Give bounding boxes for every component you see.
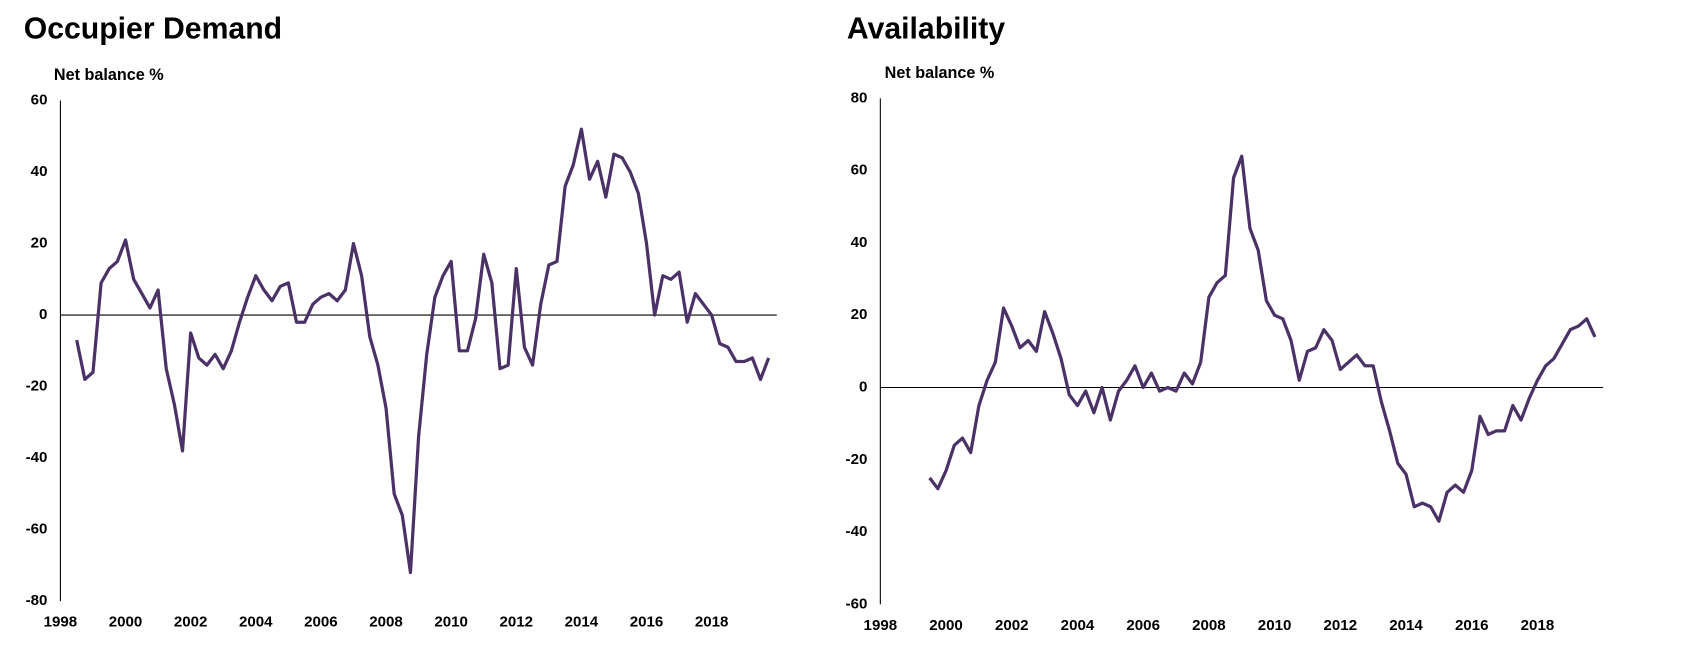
x-tick-label: 2012	[1324, 617, 1358, 634]
x-tick-label: 2006	[304, 614, 338, 631]
x-tick-label: 1998	[44, 614, 78, 631]
x-tick-label: 2012	[499, 614, 533, 631]
y-tick-label: -80	[26, 592, 48, 609]
x-tick-label: 2018	[1521, 617, 1555, 634]
x-tick-label: 2014	[1389, 617, 1423, 634]
x-tick-label: 2004	[239, 614, 273, 631]
y-tick-label: -20	[846, 451, 868, 468]
y-tick-label: 0	[859, 378, 867, 395]
y-axis-label: Net balance %	[885, 64, 995, 82]
y-tick-label: -40	[846, 523, 868, 540]
x-tick-label: 2002	[995, 617, 1029, 634]
x-tick-label: 2008	[369, 614, 403, 631]
y-tick-label: -60	[26, 521, 48, 538]
y-tick-label: 20	[31, 235, 48, 252]
y-tick-label: -40	[26, 449, 48, 466]
x-tick-label: 1998	[864, 617, 898, 634]
y-tick-label: 40	[31, 163, 48, 180]
x-tick-label: 2008	[1192, 617, 1226, 634]
x-tick-label: 2016	[630, 614, 664, 631]
x-tick-label: 2004	[1061, 617, 1095, 634]
y-axis-label: Net balance %	[54, 66, 164, 84]
y-tick-label: -20	[26, 378, 48, 395]
x-tick-label: 2014	[565, 614, 599, 631]
y-tick-label: 60	[31, 92, 48, 109]
x-tick-label: 2000	[929, 617, 963, 634]
y-tick-label: 60	[851, 162, 868, 179]
data-line	[75, 127, 771, 575]
chart-title: Availability	[847, 12, 1005, 45]
x-tick-label: 2006	[1126, 617, 1160, 634]
x-tick-label: 2010	[434, 614, 468, 631]
x-tick-label: 2002	[174, 614, 208, 631]
y-tick-label: 20	[851, 306, 868, 323]
y-tick-label: 80	[851, 89, 868, 106]
data-line	[928, 154, 1597, 523]
x-tick-label: 2016	[1455, 617, 1489, 634]
y-tick-label: 40	[851, 234, 868, 251]
x-tick-label: 2010	[1258, 617, 1292, 634]
x-tick-label: 2018	[695, 614, 729, 631]
y-tick-label: 0	[39, 306, 47, 323]
y-tick-label: -60	[846, 595, 868, 612]
chart-title: Occupier Demand	[24, 12, 282, 45]
x-tick-label: 2000	[109, 614, 143, 631]
